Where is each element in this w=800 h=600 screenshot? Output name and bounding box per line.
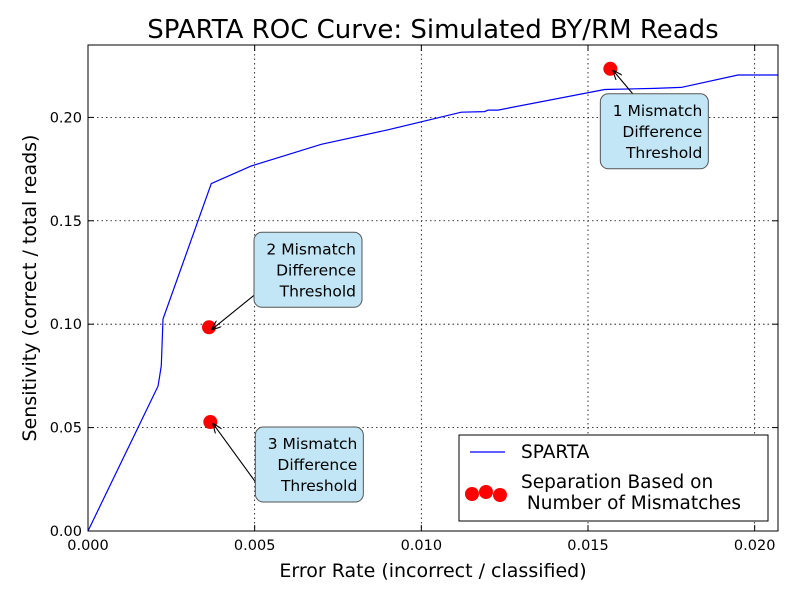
legend-label-sparta: SPARTA: [521, 442, 590, 463]
chart-title: SPARTA ROC Curve: Simulated BY/RM Reads: [147, 15, 718, 45]
y-tick-label: 0.15: [50, 214, 82, 230]
plot-series: [88, 74, 778, 531]
legend: SPARTA Separation Based on Number of Mis…: [458, 434, 769, 522]
sparta-line: [88, 74, 778, 531]
annotation-text: 2 Mismatch: [266, 240, 356, 258]
plot-frame: [87, 44, 779, 532]
annotation-text: Threshold: [625, 144, 702, 162]
annotation-text: 1 Mismatch: [613, 102, 703, 120]
annotation-arrow: [613, 71, 634, 95]
x-tick-label: 0.020: [734, 538, 776, 554]
y-tick-label: 0.10: [50, 317, 82, 333]
y-axis-label: Sensitivity (correct / total reads): [19, 135, 41, 442]
legend-swatch-separation-1: [465, 487, 479, 501]
annotation-1: 1 Mismatch Difference Threshold: [599, 71, 709, 170]
annotation-box: [253, 231, 363, 308]
legend-label-separation: Separation Based on Number of Mismatches: [521, 472, 741, 514]
x-tick-label: 0.015: [567, 538, 609, 554]
annotation-text: 3 Mismatch: [268, 435, 358, 453]
x-tick-label: 0.010: [401, 538, 443, 554]
legend-swatch-separation-2: [479, 485, 493, 499]
annotations: 1 Mismatch Difference Threshold 2 Mismatch D…: [212, 71, 709, 503]
x-tick-label: 0.000: [67, 538, 109, 554]
y-tick-label: 0.20: [50, 110, 82, 126]
annotation-3: 3 Mismatch Difference Threshold: [213, 424, 364, 503]
x-tick-label: 0.005: [234, 538, 276, 554]
annotation-text: Threshold: [279, 282, 356, 300]
annotation-arrow: [213, 424, 256, 483]
annotation-2: 2 Mismatch Difference Threshold: [212, 231, 363, 329]
annotation-text: Difference: [277, 456, 357, 474]
annotation-arrow: [212, 294, 255, 329]
legend-frame: [458, 434, 769, 522]
y-tick-label: 0.00: [50, 524, 82, 540]
annotation-text: Threshold: [280, 477, 357, 495]
legend-swatch-separation-3: [493, 488, 507, 502]
annotation-text: Difference: [276, 261, 356, 279]
axis-ticks: 0.000 0.005 0.010 0.015 0.020 0.00 0.05 0.10 0.1…: [50, 45, 778, 554]
x-axis-label: Error Rate (incorrect / classified): [279, 560, 586, 582]
annotation-box: [599, 93, 709, 170]
annotation-box: [254, 426, 364, 503]
y-tick-label: 0.05: [50, 421, 82, 437]
annotation-text: Difference: [622, 123, 702, 141]
